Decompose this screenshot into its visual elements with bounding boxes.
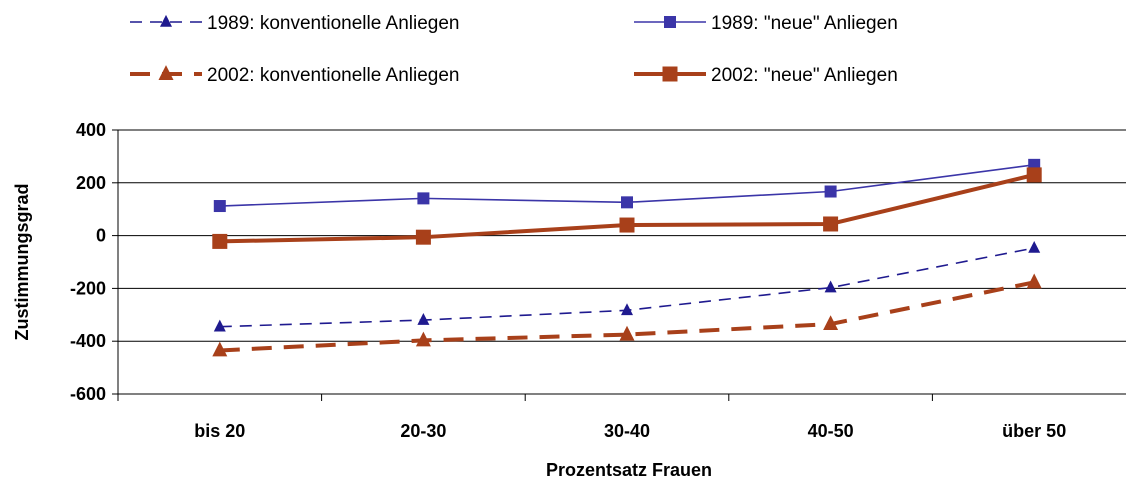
x-tick-label: bis 20 (194, 421, 245, 441)
data-point (664, 16, 676, 28)
x-tick-label: 30-40 (604, 421, 650, 441)
data-point (621, 196, 633, 209)
axis-labels: 400 200 0 -200 -400 -600 bis 20 20-30 30-40 40-50… (70, 120, 1066, 441)
data-point (662, 66, 678, 82)
legend-label: 2002: konventionelle Anliegen (207, 65, 459, 86)
data-point (824, 280, 837, 293)
axes (112, 129, 1126, 401)
data-point (213, 200, 226, 213)
series-line (219, 280, 1035, 353)
data-point (621, 303, 633, 316)
data-point (415, 229, 431, 245)
data-point (212, 233, 228, 249)
data-point (213, 319, 226, 332)
data-point (1028, 240, 1041, 253)
data-point (824, 185, 837, 198)
y-tick-label: -400 (70, 331, 106, 351)
data-point (823, 216, 839, 232)
y-tick-label: 200 (76, 173, 106, 193)
data-point (417, 313, 430, 325)
data-point (415, 331, 431, 347)
data-point (823, 315, 839, 331)
legend: 1989: konventionelle Anliegen 1989: "neue… (130, 13, 898, 86)
y-tick-label: 400 (76, 120, 106, 140)
data-point (212, 341, 228, 357)
x-axis-title: Prozentsatz Frauen (546, 460, 712, 480)
data-point (619, 325, 635, 341)
y-axis-title: Zustimmungsgrad (12, 183, 32, 340)
data-point (619, 217, 635, 233)
data-point (417, 192, 430, 205)
data-point (160, 14, 172, 27)
data-point (1026, 273, 1042, 289)
legend-label: 1989: "neue" Anliegen (711, 13, 898, 34)
data-point (158, 65, 174, 80)
y-tick-label: -200 (70, 278, 106, 298)
legend-label: 2002: "neue" Anliegen (711, 65, 898, 86)
y-tick-label: 0 (96, 226, 106, 246)
x-tick-label: 20-30 (400, 421, 446, 441)
gridlines (118, 129, 1126, 342)
legend-label: 1989: konventionelle Anliegen (207, 13, 459, 34)
x-tick-label: 40-50 (808, 421, 854, 441)
y-tick-label: -600 (70, 384, 106, 404)
data-point (1026, 167, 1042, 183)
x-tick-label: über 50 (1002, 421, 1066, 441)
series-layer (212, 158, 1042, 357)
